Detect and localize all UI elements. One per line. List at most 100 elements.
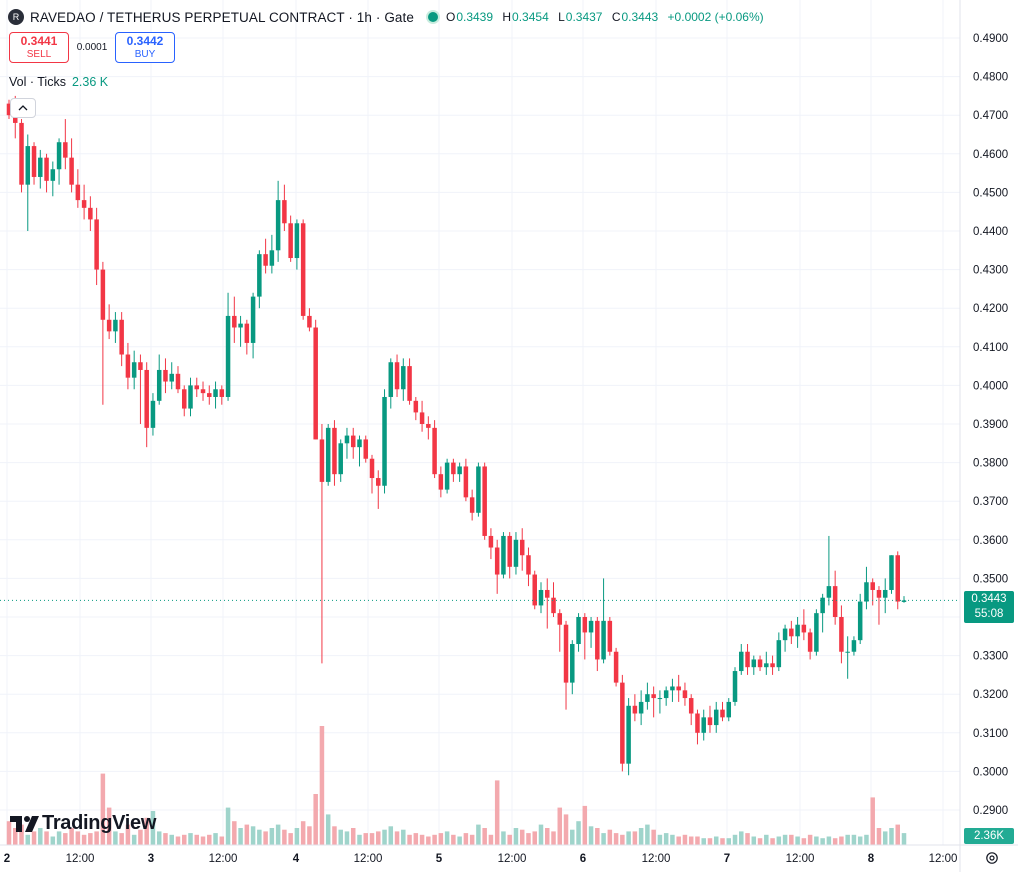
candle-body xyxy=(582,617,588,633)
volume-bar xyxy=(663,833,669,845)
volume-bar xyxy=(476,824,481,845)
candle-body xyxy=(50,169,56,181)
volume-bar xyxy=(376,831,381,845)
candle-body xyxy=(726,701,732,718)
open-value: 0.3439 xyxy=(456,10,494,24)
last-price-tag: 0.3443 55:08 xyxy=(964,591,1014,623)
candle-body xyxy=(19,122,24,185)
time-axis[interactable]: 2 12:00 3 12:00 4 12:00 5 12:00 6 12:00 7 12:00 8 12:… xyxy=(0,844,1018,865)
volume-bar xyxy=(688,836,694,845)
symbol-title[interactable]: RAVEDAO / TETHERUS PERPETUAL CONTRACT · … xyxy=(30,9,414,25)
volume-bar xyxy=(626,831,631,845)
candle-body xyxy=(156,369,162,401)
volume-legend[interactable]: Vol · Ticks 2.36 K xyxy=(9,75,108,89)
candle-body xyxy=(851,640,857,652)
candle-body xyxy=(526,555,531,575)
sell-label: SELL xyxy=(26,49,52,60)
volume-bar xyxy=(864,834,869,845)
volume-bar xyxy=(876,828,882,845)
candle-body xyxy=(507,535,512,567)
candle-body xyxy=(476,466,481,513)
candle-body xyxy=(444,462,450,490)
candle-body xyxy=(676,686,681,691)
volume-bar xyxy=(350,828,356,845)
volume-bar xyxy=(638,828,644,845)
candle-body xyxy=(175,373,181,390)
volume-bar xyxy=(319,726,325,845)
candle-body xyxy=(544,589,550,598)
candle-body xyxy=(588,620,594,633)
volume-bar xyxy=(325,814,331,845)
price-tick-label: 0.3900 xyxy=(973,419,1008,431)
volume-bar xyxy=(457,836,462,845)
candle-body xyxy=(707,717,713,726)
time-tick-label: 4 xyxy=(293,853,300,865)
volume-bar xyxy=(469,834,475,845)
volume-bar xyxy=(401,829,406,845)
candle-body xyxy=(31,146,37,177)
sell-button[interactable]: 0.3441 SELL xyxy=(9,32,69,63)
price-axis[interactable]: 0.4900 0.4800 0.4700 0.4600 0.4500 0.4400 0.43… xyxy=(959,0,1008,872)
candle-body xyxy=(207,393,212,397)
gear-icon[interactable] xyxy=(984,850,1000,866)
candle-body xyxy=(864,582,869,602)
candle-body xyxy=(595,620,600,660)
last-price: 0.3443 xyxy=(971,593,1007,605)
volume-bar xyxy=(144,817,149,845)
chart-grid xyxy=(0,0,960,845)
volume-bar xyxy=(588,826,594,845)
candle-body xyxy=(332,427,337,475)
collapse-legend-button[interactable] xyxy=(10,98,36,118)
candle-body xyxy=(125,354,131,378)
volume-bar xyxy=(382,829,387,845)
candle-body xyxy=(113,319,118,332)
volume-bar xyxy=(720,838,725,845)
tradingview-branding[interactable]: TradingView xyxy=(10,812,156,835)
volume-bar xyxy=(826,836,832,845)
candle-body xyxy=(300,223,306,316)
volume-bar xyxy=(845,834,850,845)
candle-body xyxy=(288,223,293,259)
candle-body xyxy=(181,389,187,409)
volume-bar xyxy=(726,838,732,845)
low-value: 0.3437 xyxy=(565,10,603,24)
candle-body xyxy=(663,690,669,699)
volume-bar xyxy=(294,828,300,845)
buy-button[interactable]: 0.3442 BUY xyxy=(115,32,175,63)
candle-body xyxy=(382,396,387,486)
candle-body xyxy=(538,589,544,606)
candle-body xyxy=(401,366,406,390)
volume-bar xyxy=(194,834,200,845)
candle-body xyxy=(75,184,81,201)
volume-bar xyxy=(645,824,650,845)
volume-bar xyxy=(269,828,275,845)
volume-bar xyxy=(795,836,800,845)
price-tick-label: 0.4300 xyxy=(973,265,1008,277)
volume-bar xyxy=(857,836,863,845)
candle-body xyxy=(889,555,894,590)
candle-body xyxy=(200,389,206,394)
candle-body xyxy=(244,323,250,343)
candle-body xyxy=(626,705,631,764)
price-tick-label: 0.3300 xyxy=(973,651,1008,663)
volume-bar xyxy=(75,831,81,845)
volume-bar xyxy=(463,833,469,845)
candle-body xyxy=(88,207,93,220)
volume-bar xyxy=(526,833,531,845)
candle-body xyxy=(638,701,644,714)
price-tick-label: 0.4700 xyxy=(973,110,1008,122)
volume-bar xyxy=(557,807,563,845)
candle-body xyxy=(376,478,381,486)
candle-body xyxy=(563,624,569,683)
volume-bar xyxy=(494,780,500,845)
volume-bar xyxy=(676,836,681,845)
candle-body xyxy=(413,400,419,413)
volume-bar xyxy=(576,821,581,845)
candle-body xyxy=(451,462,456,475)
candle-body xyxy=(682,690,688,699)
volume-bar xyxy=(419,834,425,845)
time-tick-label: 12:00 xyxy=(209,853,238,865)
candle-body xyxy=(263,254,268,266)
candles xyxy=(6,95,907,776)
